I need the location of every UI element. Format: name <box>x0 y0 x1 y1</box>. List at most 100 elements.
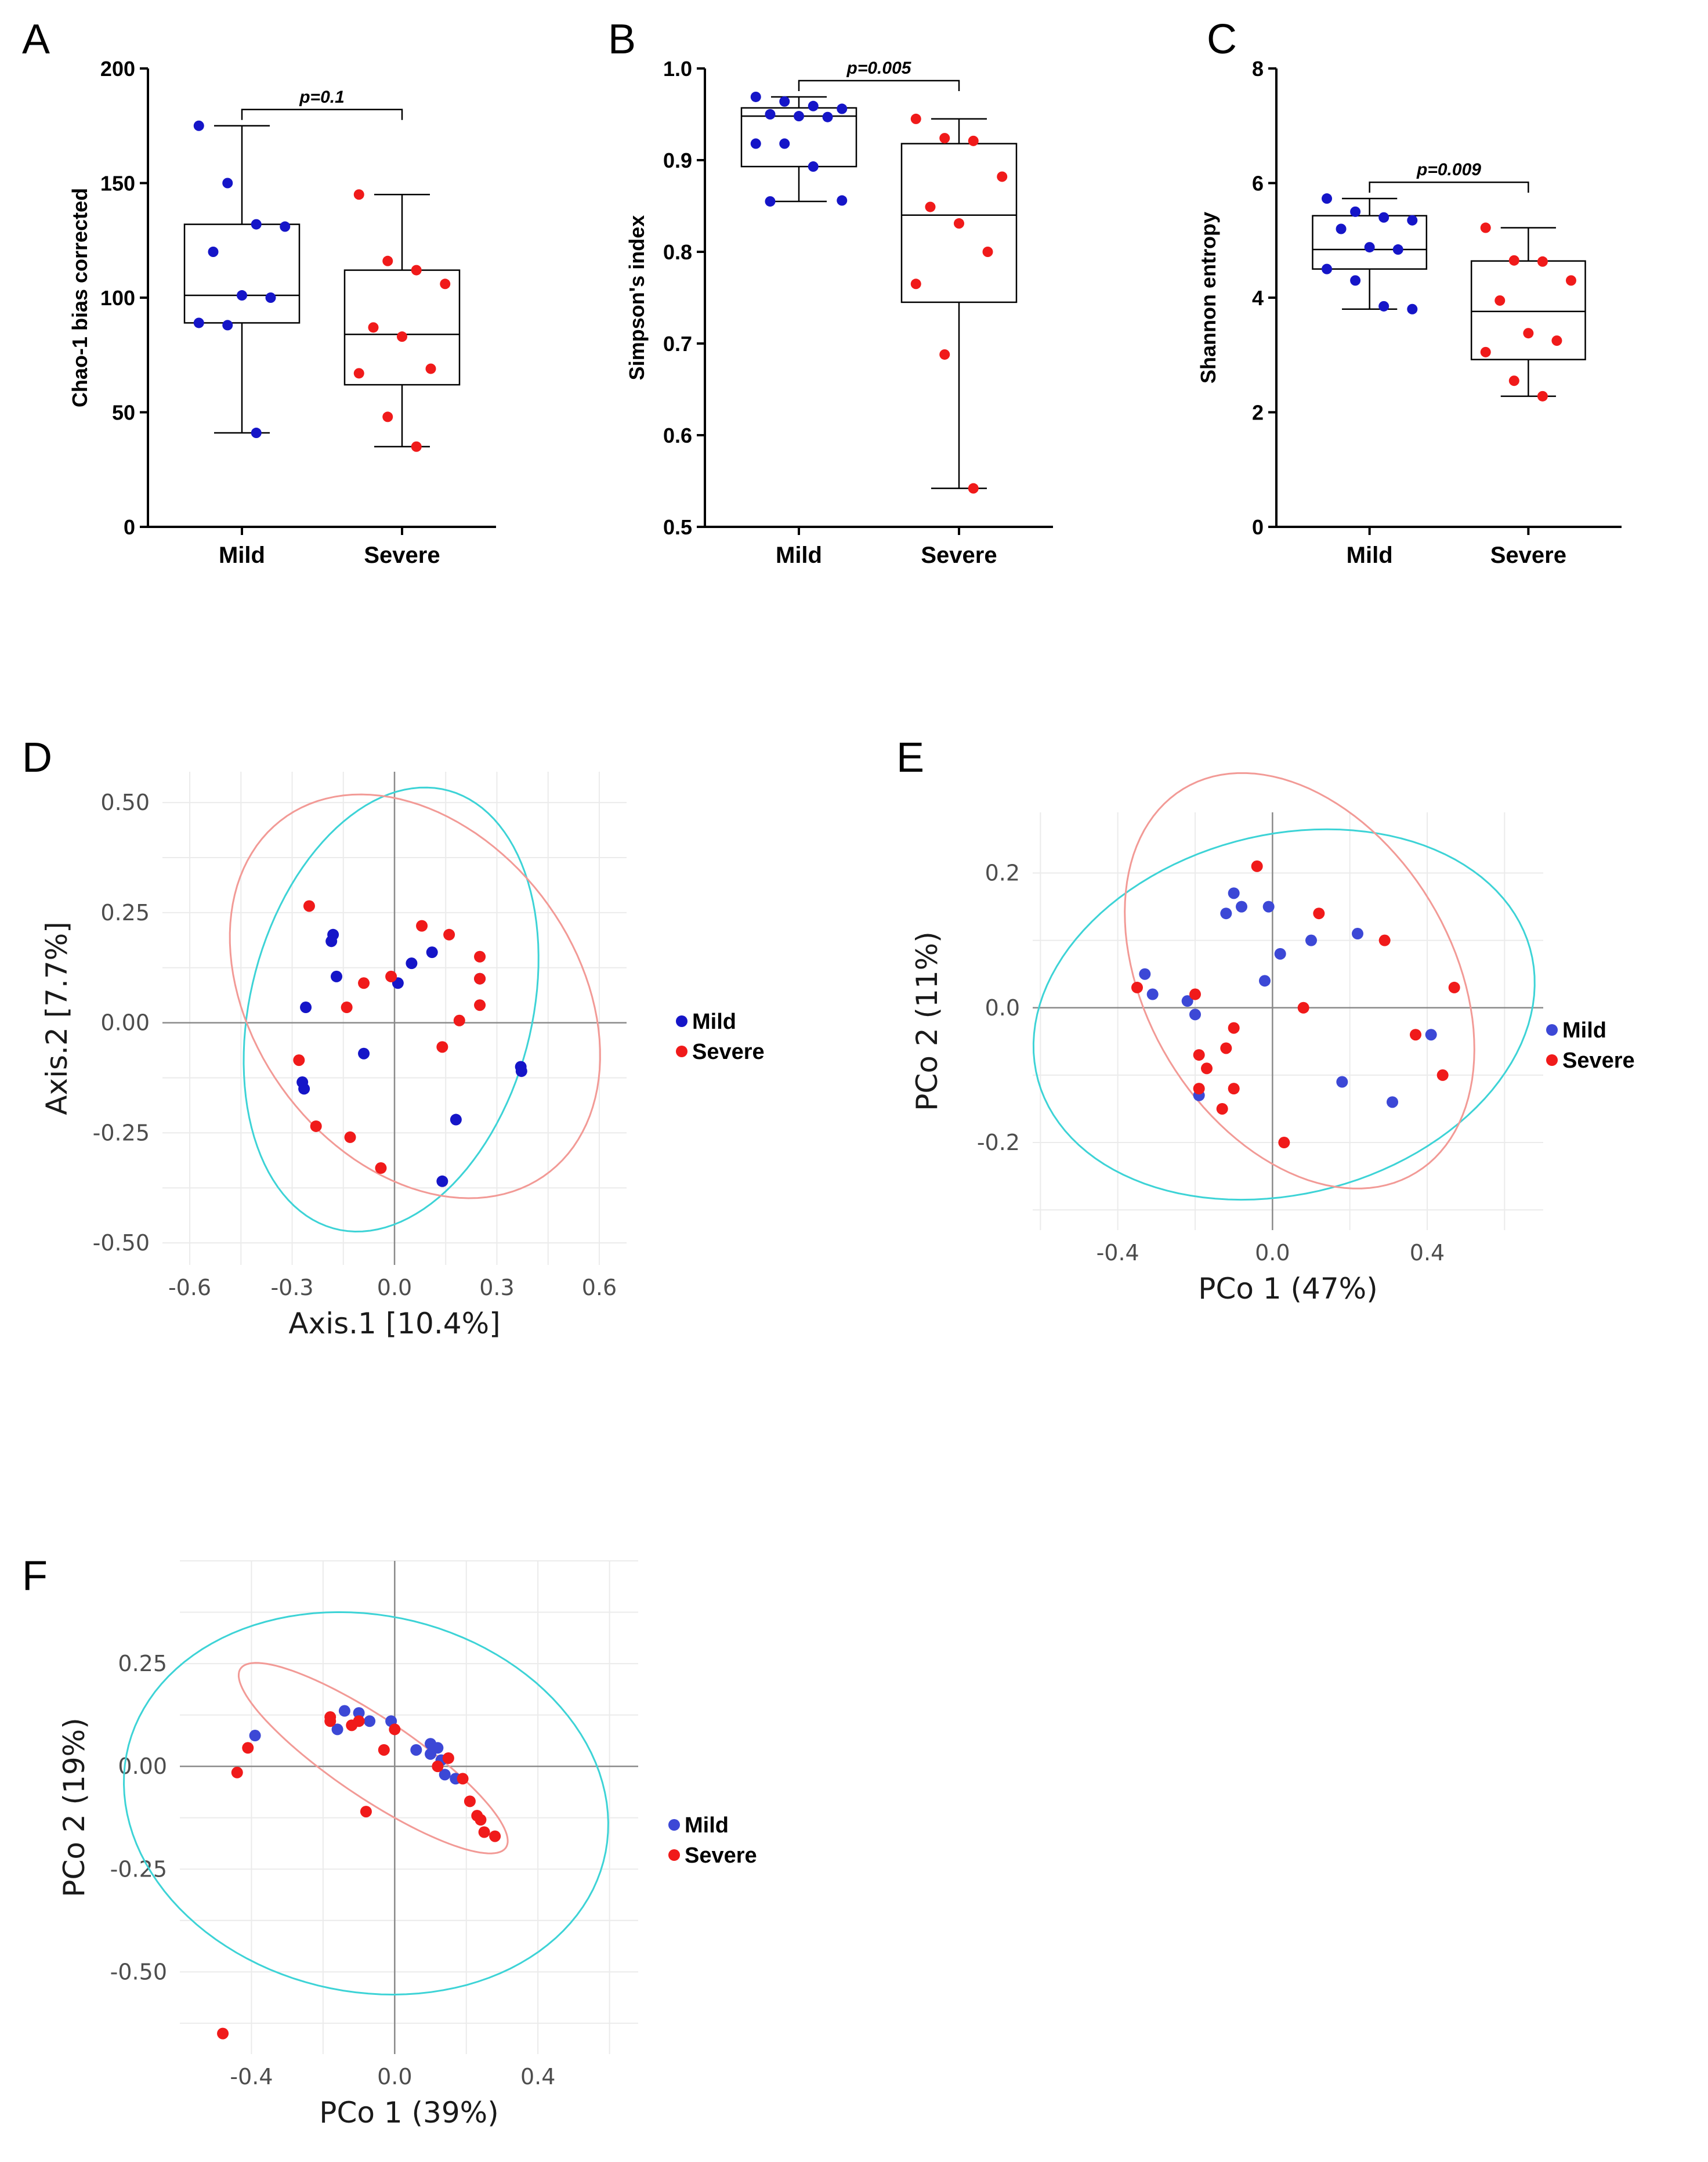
y-tick-label: -0.2 <box>977 1130 1020 1155</box>
box-severe <box>1470 222 1586 402</box>
point-mild <box>426 946 438 959</box>
point-mild <box>1274 948 1286 960</box>
data-point-severe <box>1494 295 1506 306</box>
point-mild <box>364 1715 376 1727</box>
point-severe <box>1216 1102 1228 1115</box>
point-severe <box>478 1826 490 1838</box>
data-point-mild <box>837 195 848 206</box>
data-point-mild <box>1364 242 1375 253</box>
panel-label: D <box>22 735 52 781</box>
point-severe <box>378 1744 390 1756</box>
point-mild <box>1146 988 1159 1000</box>
grid <box>180 1560 638 2054</box>
data-point-severe <box>982 247 993 257</box>
series-severe <box>217 1711 501 2040</box>
point-mild <box>515 1065 527 1078</box>
data-point-severe <box>1480 346 1491 357</box>
data-point-mild <box>779 96 790 107</box>
data-point-mild <box>222 178 233 189</box>
data-point-severe <box>997 171 1008 182</box>
point-mild <box>425 1748 437 1760</box>
category-label: Severe <box>1490 543 1566 568</box>
y-tick-label: 0 <box>1252 515 1264 539</box>
data-point-mild <box>280 221 291 232</box>
point-mild <box>1305 934 1317 946</box>
data-point-mild <box>265 292 276 303</box>
y-tick-label: 0.50 <box>100 790 150 815</box>
point-severe <box>457 1773 469 1785</box>
iqr-box <box>1312 215 1428 270</box>
data-point-severe <box>925 201 936 212</box>
point-mild <box>331 970 342 982</box>
legend-key-severe <box>1546 1054 1558 1066</box>
y-tick-label: 8 <box>1252 57 1264 81</box>
y-axis-label: Shannon entropy <box>1196 212 1220 384</box>
panel-label: E <box>896 735 924 781</box>
point-severe <box>1297 1002 1309 1014</box>
p-value-label: p=0.005 <box>846 59 912 78</box>
y-axis-label: Simpson's index <box>625 215 649 381</box>
series-severe <box>293 900 486 1174</box>
point-severe <box>1436 1069 1449 1081</box>
point-mild <box>1425 1029 1437 1041</box>
data-point-severe <box>1551 335 1562 346</box>
data-point-mild <box>765 196 776 207</box>
data-point-mild <box>794 111 804 122</box>
data-point-severe <box>910 279 921 290</box>
panel-label: F <box>22 1553 48 1599</box>
point-mild <box>1228 887 1240 899</box>
point-severe <box>303 900 315 912</box>
point-mild <box>406 957 418 970</box>
data-point-mild <box>222 320 233 331</box>
point-severe <box>344 1131 356 1143</box>
y-tick-label: 50 <box>112 401 135 425</box>
data-point-mild <box>1392 244 1403 255</box>
point-severe <box>231 1766 243 1778</box>
data-point-mild <box>237 290 247 301</box>
point-severe <box>416 920 428 932</box>
panel-label: A <box>22 16 50 63</box>
point-severe <box>436 1041 448 1053</box>
legend-key-mild <box>676 1015 687 1027</box>
iqr-box <box>183 223 301 324</box>
data-point-mild <box>750 91 761 102</box>
data-point-mild <box>193 317 204 328</box>
y-tick-label: 0.25 <box>118 1651 167 1676</box>
y-tick-label: 2 <box>1252 401 1264 425</box>
data-point-mild <box>808 161 819 172</box>
point-severe <box>474 972 486 985</box>
y-tick-label: 0.9 <box>663 149 692 172</box>
point-severe <box>1251 860 1263 872</box>
data-point-severe <box>440 279 451 290</box>
point-severe <box>293 1054 305 1066</box>
y-tick-label: -0.50 <box>110 1959 167 1984</box>
point-severe <box>389 1723 401 1736</box>
category-label: Severe <box>364 543 440 568</box>
category-label: Mild <box>219 543 265 568</box>
legend-label-mild: Mild <box>685 1813 729 1838</box>
data-point-severe <box>425 363 436 374</box>
point-mild <box>436 1175 448 1187</box>
data-point-mild <box>750 138 761 149</box>
box-severe <box>343 189 461 452</box>
y-tick-label: 0.25 <box>100 900 150 925</box>
point-mild <box>1352 928 1363 940</box>
data-point-severe <box>939 133 950 144</box>
y-axis-label: Axis.2 [7.7%] <box>40 921 74 1115</box>
point-severe <box>1448 981 1460 993</box>
data-point-severe <box>411 265 422 276</box>
panel-c: C 0 2 4 6 8 Mild Severe Shannon entropy p=0.009 <box>1196 16 1622 568</box>
data-point-mild <box>779 138 790 149</box>
data-point-severe <box>353 368 364 379</box>
point-mild <box>298 1083 310 1095</box>
legend-label-severe: Severe <box>685 1843 757 1868</box>
point-mild <box>358 1047 370 1060</box>
category-label: Mild <box>1347 543 1393 568</box>
panel-d: D -0.6 -0.3 0.0 0.3 0.6 -0.50 -0.25 0.00 0.25 0.50… <box>22 735 765 1340</box>
data-point-mild <box>1350 206 1361 217</box>
point-mild <box>1236 901 1247 913</box>
point-severe <box>360 1806 372 1818</box>
x-tick-label: -0.4 <box>230 2064 273 2089</box>
legend: Mild Severe <box>668 1813 757 1868</box>
point-severe <box>375 1162 387 1174</box>
